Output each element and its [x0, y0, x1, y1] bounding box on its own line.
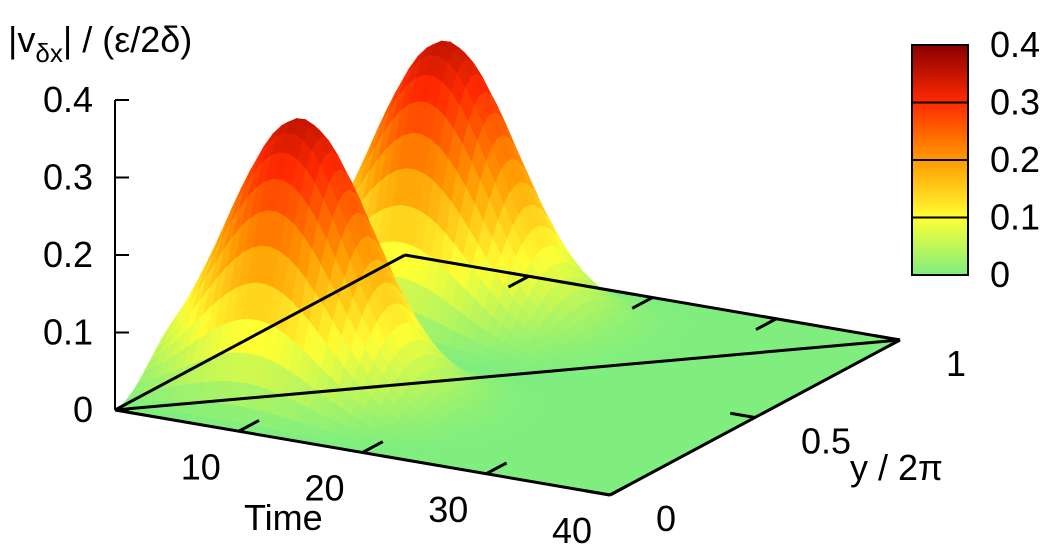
x-tick-label: 30: [428, 489, 468, 530]
x-tick-far: [507, 274, 530, 289]
x-tick-label: 20: [304, 468, 344, 509]
x-tick-label: 40: [552, 510, 592, 550]
x-tick: [361, 440, 384, 454]
x-tick: [485, 461, 508, 476]
z-tick-label: 0.1: [43, 312, 93, 353]
y-tick-label: 0.5: [801, 421, 851, 462]
y-tick: [874, 334, 901, 342]
colorbar-tick-label: 0.2: [990, 139, 1040, 180]
x-tick-far: [755, 317, 777, 331]
x-tick-label: 10: [181, 446, 221, 487]
colorbar: 0 0.1 0.2 0.3 0.4: [911, 24, 1040, 295]
base-left-edge: [114, 253, 406, 412]
y-axis-title: y / 2π: [850, 447, 943, 488]
y-tick: [729, 411, 756, 419]
colorbar-tick-label: 0: [990, 254, 1010, 295]
z-axis-title-part-b: | / (ε/2δ): [63, 19, 192, 60]
surface-mesh: [114, 40, 901, 496]
z-tick-label: 0.4: [43, 79, 93, 120]
x-tick: [609, 482, 632, 497]
z-axis-title-subscript: δx: [35, 38, 62, 68]
x-axis-title: Time: [244, 497, 323, 538]
colorbar-tick-label: 0.3: [990, 82, 1040, 123]
y-tick-label: 1: [946, 343, 966, 384]
x-tick-far: [631, 296, 654, 310]
z-tick-label: 0: [73, 389, 93, 430]
z-tick-label: 0.2: [43, 234, 93, 275]
z-axis-title: |vδx| / (ε/2δ): [8, 19, 192, 68]
z-axis-title-part-a: |v: [8, 19, 35, 60]
x-tick: [238, 419, 260, 433]
axes: 0 0.1 0.2 0.3 0.4 10 20 30 40 0 0.5 1: [43, 79, 966, 550]
y-tick: [584, 489, 611, 497]
z-tick-label: 0.3: [43, 157, 93, 198]
y-tick-label: 0: [656, 498, 676, 539]
colorbar-tick-label: 0.1: [990, 197, 1040, 238]
base-diagonal: [114, 338, 901, 412]
colorbar-tick-label: 0.4: [990, 24, 1040, 65]
